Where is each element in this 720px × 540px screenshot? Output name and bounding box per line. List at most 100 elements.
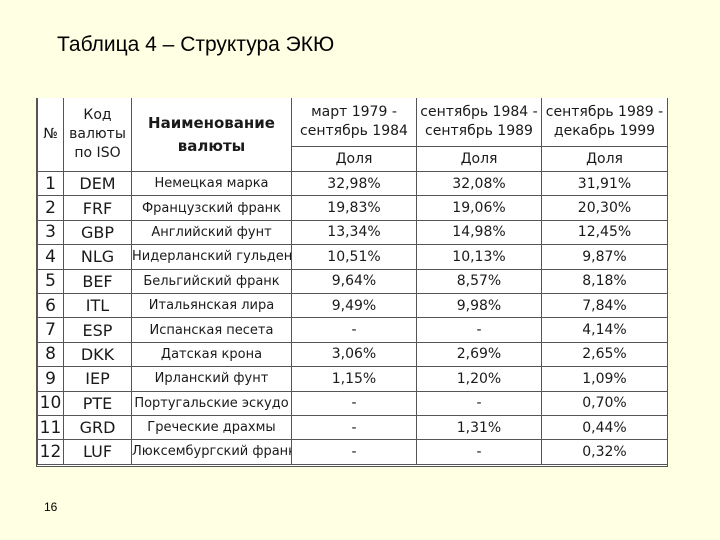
share-period-2: 9,98% bbox=[416, 292, 542, 319]
header-number: № bbox=[37, 98, 64, 172]
share-period-2: 19,06% bbox=[416, 195, 542, 221]
currency-name: Испанская песета bbox=[131, 317, 292, 343]
table-row: 12 LUF Люксембургский франк - -0,32% bbox=[37, 439, 668, 465]
header-period-3-line2: декабрь 1999 bbox=[553, 123, 656, 139]
currency-name: Люксембургский франк bbox=[131, 439, 292, 465]
currency-name: Немецкая марка bbox=[131, 170, 292, 197]
share-period-1: - bbox=[291, 390, 417, 416]
share-period-3: 7,84% bbox=[541, 292, 668, 319]
currency-code: NLG bbox=[63, 244, 132, 270]
row-number: 9 bbox=[37, 366, 64, 392]
header-code-line3: по ISO bbox=[74, 145, 121, 161]
currency-name: Французский франк bbox=[131, 195, 292, 221]
header-code: Код валюты по ISO bbox=[63, 98, 132, 172]
share-period-1: 10,51% bbox=[291, 244, 417, 270]
share-period-2: - bbox=[416, 439, 542, 465]
header-code-line1: Код bbox=[83, 107, 112, 123]
share-period-1: 1,15% bbox=[291, 366, 417, 392]
header-share-3: Доля bbox=[541, 146, 668, 172]
currency-code: GRD bbox=[63, 414, 132, 441]
share-period-1: - bbox=[291, 439, 417, 465]
currency-name: Бельгийский франк bbox=[131, 268, 292, 294]
table-row: 9 IEP Ирланский фунт 1,15% 1,20% 1,09% bbox=[37, 366, 668, 392]
currency-name: Португальские эскудо bbox=[131, 390, 292, 416]
share-period-2: - bbox=[416, 390, 542, 416]
share-period-3: 12,45% bbox=[541, 219, 668, 246]
currency-code: PTE bbox=[63, 390, 132, 416]
header-share-2: Доля bbox=[416, 146, 542, 172]
share-period-2: 14,98% bbox=[416, 219, 542, 246]
share-period-2: 32,08% bbox=[416, 170, 542, 197]
share-period-1: 32,98% bbox=[291, 170, 417, 197]
currency-code: FRF bbox=[63, 195, 132, 221]
table-row: 4 NLG Нидерланский гульден 10,51% 10,13% 9,87… bbox=[37, 244, 668, 270]
share-period-3: 8,18% bbox=[541, 268, 668, 294]
row-number: 10 bbox=[37, 390, 64, 416]
row-number: 2 bbox=[37, 195, 64, 221]
header-period-1-line1: март 1979 - bbox=[311, 104, 397, 120]
share-period-2: 1,20% bbox=[416, 366, 542, 392]
row-number: 11 bbox=[37, 414, 64, 441]
share-period-2: 8,57% bbox=[416, 268, 542, 294]
header-period-1-line2: сентябрь 1984 bbox=[300, 123, 408, 139]
currency-code: DKK bbox=[63, 341, 132, 368]
header-currency-name: Наименование валюты bbox=[131, 98, 292, 172]
table-row: 6 ITL Итальянская лира 9,49% 9,98% 7,84% bbox=[37, 292, 668, 319]
share-period-3: 20,30% bbox=[541, 195, 668, 221]
currency-code: DEM bbox=[63, 170, 132, 197]
currency-code: ITL bbox=[63, 292, 132, 319]
table-row: 1 DEM Немецкая марка 32,98% 32,08% 31,91% bbox=[37, 170, 668, 197]
row-number: 12 bbox=[37, 439, 64, 465]
share-period-2: 1,31% bbox=[416, 414, 542, 441]
page-number: 16 bbox=[44, 500, 58, 514]
currency-code: GBP bbox=[63, 219, 132, 246]
currency-name: Ирланский фунт bbox=[131, 366, 292, 392]
share-period-1: 9,49% bbox=[291, 292, 417, 319]
ecu-structure-table: № Код валюты по ISO Наименование валюты … bbox=[37, 98, 668, 465]
table-row: 3 GBP Английский фунт 13,34% 14,98% 12,45% bbox=[37, 219, 668, 246]
share-period-3: 0,44% bbox=[541, 414, 668, 441]
header-period-2-line2: сентябрь 1989 bbox=[425, 123, 533, 139]
header-name-line1: Наименование bbox=[148, 113, 275, 132]
share-period-1: - bbox=[291, 414, 417, 441]
header-name-line2: валюты bbox=[177, 136, 246, 155]
table-body: 1 DEM Немецкая марка 32,98% 32,08% 31,91% 2 FRF… bbox=[37, 170, 668, 465]
slide-title: Таблица 4 – Структура ЭКЮ bbox=[57, 33, 335, 56]
table-row: 2 FRF Французский франк 19,83% 19,06% 20,30% bbox=[37, 195, 668, 221]
table-row: 7 ESP Испанская песета - -4,14% bbox=[37, 317, 668, 343]
row-number: 3 bbox=[37, 219, 64, 246]
table-row: 8 DKK Датская крона 3,06% 2,69% 2,65% bbox=[37, 341, 668, 368]
header-code-line2: валюты bbox=[69, 126, 126, 142]
currency-code: LUF bbox=[63, 439, 132, 465]
share-period-3: 0,32% bbox=[541, 439, 668, 465]
share-period-1: - bbox=[291, 317, 417, 343]
header-period-2: сентябрь 1984 - сентябрь 1989 bbox=[416, 98, 542, 147]
header-period-3-line1: сентябрь 1989 - bbox=[545, 104, 664, 120]
table-row: 10 PTE Португальские эскудо - -0,70% bbox=[37, 390, 668, 416]
share-period-3: 31,91% bbox=[541, 170, 668, 197]
table-row: 5 BEF Бельгийский франк 9,64% 8,57% 8,18% bbox=[37, 268, 668, 294]
share-period-1: 13,34% bbox=[291, 219, 417, 246]
row-number: 5 bbox=[37, 268, 64, 294]
currency-name: Английский фунт bbox=[131, 219, 292, 246]
row-number: 1 bbox=[37, 170, 64, 197]
share-period-2: 2,69% bbox=[416, 341, 542, 368]
currency-code: BEF bbox=[63, 268, 132, 294]
share-period-1: 9,64% bbox=[291, 268, 417, 294]
header-period-3: сентябрь 1989 - декабрь 1999 bbox=[541, 98, 668, 147]
currency-code: ESP bbox=[63, 317, 132, 343]
header-period-1: март 1979 - сентябрь 1984 bbox=[291, 98, 417, 147]
row-number: 4 bbox=[37, 244, 64, 270]
currency-name: Итальянская лира bbox=[131, 292, 292, 319]
share-period-3: 2,65% bbox=[541, 341, 668, 368]
share-period-1: 19,83% bbox=[291, 195, 417, 221]
share-period-2: 10,13% bbox=[416, 244, 542, 270]
share-period-3: 4,14% bbox=[541, 317, 668, 343]
share-period-2: - bbox=[416, 317, 542, 343]
share-period-3: 1,09% bbox=[541, 366, 668, 392]
header-period-2-line1: сентябрь 1984 - bbox=[420, 104, 538, 120]
header-share-1: Доля bbox=[291, 146, 417, 172]
table-row: 11 GRD Греческие драхмы -1,31% 0,44% bbox=[37, 414, 668, 441]
share-period-3: 9,87% bbox=[541, 244, 668, 270]
currency-name: Греческие драхмы bbox=[131, 414, 292, 441]
